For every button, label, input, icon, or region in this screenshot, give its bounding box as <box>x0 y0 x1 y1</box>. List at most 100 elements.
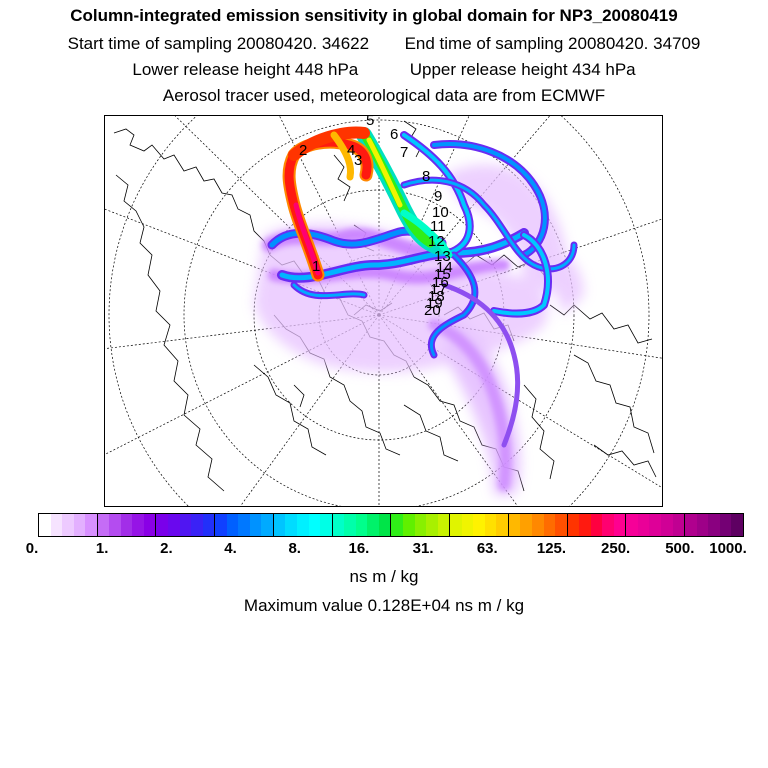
traj-label-11: 11 <box>430 218 446 235</box>
plot-title: Column-integrated emission sensitivity i… <box>70 6 678 25</box>
colorbar-tick-label: 1000. <box>709 540 747 557</box>
colorbar-tick-label: 0. <box>25 540 39 557</box>
traj-label-2: 2 <box>299 142 307 159</box>
colorbar-swatch <box>143 514 156 536</box>
colorbar-swatch <box>355 514 368 536</box>
colorbar-swatch <box>390 514 403 536</box>
colorbar-swatch <box>168 514 180 536</box>
colorbar-tick-label: 125. <box>536 540 567 557</box>
colorbar-swatch <box>378 514 391 536</box>
traj-label-14: 14 <box>436 259 453 276</box>
colorbar <box>38 513 744 537</box>
colorbar-tick-label: 500. <box>665 540 695 557</box>
colorbar-swatch <box>39 514 51 536</box>
colorbar-swatch <box>155 514 169 536</box>
traj-label-9: 9 <box>434 188 442 205</box>
colorbar-swatch <box>344 514 356 536</box>
colorbar-swatch <box>461 514 474 536</box>
colorbar-swatch <box>367 514 379 536</box>
colorbar-swatch <box>590 514 603 536</box>
colorbar-swatch <box>731 514 743 536</box>
colorbar-swatch <box>261 514 273 536</box>
colorbar-swatch <box>285 514 298 536</box>
maximum-value-text: Maximum value 0.128E+04 ns m / kg <box>243 596 525 615</box>
aerosol-note: Aerosol tracer used, meteorological data… <box>162 86 606 105</box>
lower-height-text: Lower release height 448 hPa <box>132 60 359 79</box>
colorbar-swatch <box>272 514 286 536</box>
colorbar-swatch <box>62 514 74 536</box>
colorbar-swatch <box>520 514 532 536</box>
colorbar-swatch <box>179 514 192 536</box>
colorbar-swatch <box>613 514 626 536</box>
trajectory-labels: 1 2 3 4 5 6 7 8 9 10 11 12 13 14 15 16 1… <box>299 115 453 319</box>
colorbar-tick-label: 8. <box>288 540 301 557</box>
upper-height-text: Upper release height 434 hPa <box>409 60 636 79</box>
colorbar-swatch <box>531 514 544 536</box>
traj-label-13: 13 <box>434 248 451 265</box>
colorbar-swatch <box>50 514 63 536</box>
colorbar-swatch <box>649 514 661 536</box>
colorbar-swatch <box>637 514 650 536</box>
traj-label-20: 20 <box>424 302 441 319</box>
traj-label-8: 8 <box>422 168 430 185</box>
colorbar-tick-label: 1. <box>95 540 109 557</box>
traj-label-10: 10 <box>432 204 449 221</box>
traj-label-6: 6 <box>390 126 398 143</box>
colorbar-swatch <box>684 514 697 536</box>
colorbar-tick-label: 31. <box>412 540 434 557</box>
colorbar-tick-label: 16. <box>348 540 370 557</box>
colorbar-swatch <box>602 514 614 536</box>
colorbar-swatch <box>214 514 227 536</box>
traj-label-17: 17 <box>430 281 447 298</box>
colorbar-swatch <box>496 514 508 536</box>
traj-label-7: 7 <box>400 144 408 161</box>
traj-label-12: 12 <box>428 233 445 250</box>
colorbar-tick-label: 2. <box>160 540 173 557</box>
colorbar-swatch <box>297 514 309 536</box>
colorbar-swatch <box>120 514 133 536</box>
colorbar-swatch <box>85 514 97 536</box>
traj-label-18: 18 <box>428 288 445 305</box>
colorbar-swatch <box>331 514 345 536</box>
colorbar-swatch <box>507 514 521 536</box>
colorbar-tick-label: 250. <box>601 540 631 557</box>
traj-label-4: 4 <box>347 142 355 159</box>
colorbar-swatch <box>402 514 415 536</box>
colorbar-swatch <box>414 514 427 536</box>
traj-label-5: 5 <box>366 115 374 129</box>
colorbar-swatch <box>320 514 332 536</box>
colorbar-swatch <box>73 514 86 536</box>
coastlines <box>113 120 657 492</box>
colorbar-swatch <box>696 514 709 536</box>
colorbar-swatch <box>672 514 685 536</box>
colorbar-swatch <box>96 514 110 536</box>
map-panel: 1 2 3 4 5 6 7 8 9 10 11 12 13 14 15 16 1… <box>104 115 663 507</box>
colorbar-swatch <box>555 514 567 536</box>
colorbar-swatch <box>543 514 556 536</box>
start-time-text: Start time of sampling 20080420. 34622 <box>67 34 370 53</box>
traj-label-1: 1 <box>312 258 320 275</box>
colorbar-swatch <box>426 514 438 536</box>
colorbar-swatch <box>625 514 638 536</box>
sensitivity-plume <box>254 126 584 495</box>
colorbar-swatch <box>708 514 720 536</box>
colorbar-swatch <box>579 514 591 536</box>
colorbar-tick-label: 63. <box>476 540 498 557</box>
colorbar-swatch <box>473 514 485 536</box>
colorbar-swatch <box>238 514 250 536</box>
colorbar-swatch <box>109 514 121 536</box>
colorbar-swatch <box>308 514 321 536</box>
end-time-text: End time of sampling 20080420. 34709 <box>404 34 701 53</box>
traj-label-19: 19 <box>426 295 443 312</box>
colorbar-swatch <box>484 514 497 536</box>
colorbar-swatch <box>449 514 462 536</box>
sampling-time-line: Start time of sampling 20080420. 34622 E… <box>0 34 768 54</box>
colorbar-swatch <box>132 514 144 536</box>
traj-label-3: 3 <box>354 152 362 169</box>
colorbar-swatch <box>202 514 215 536</box>
colorbar-swatch <box>660 514 673 536</box>
colorbar-swatch <box>719 514 732 536</box>
colorbar-swatch <box>226 514 239 536</box>
release-height-line: Lower release height 448 hPa Upper relea… <box>0 60 768 80</box>
colorbar-swatch <box>191 514 203 536</box>
